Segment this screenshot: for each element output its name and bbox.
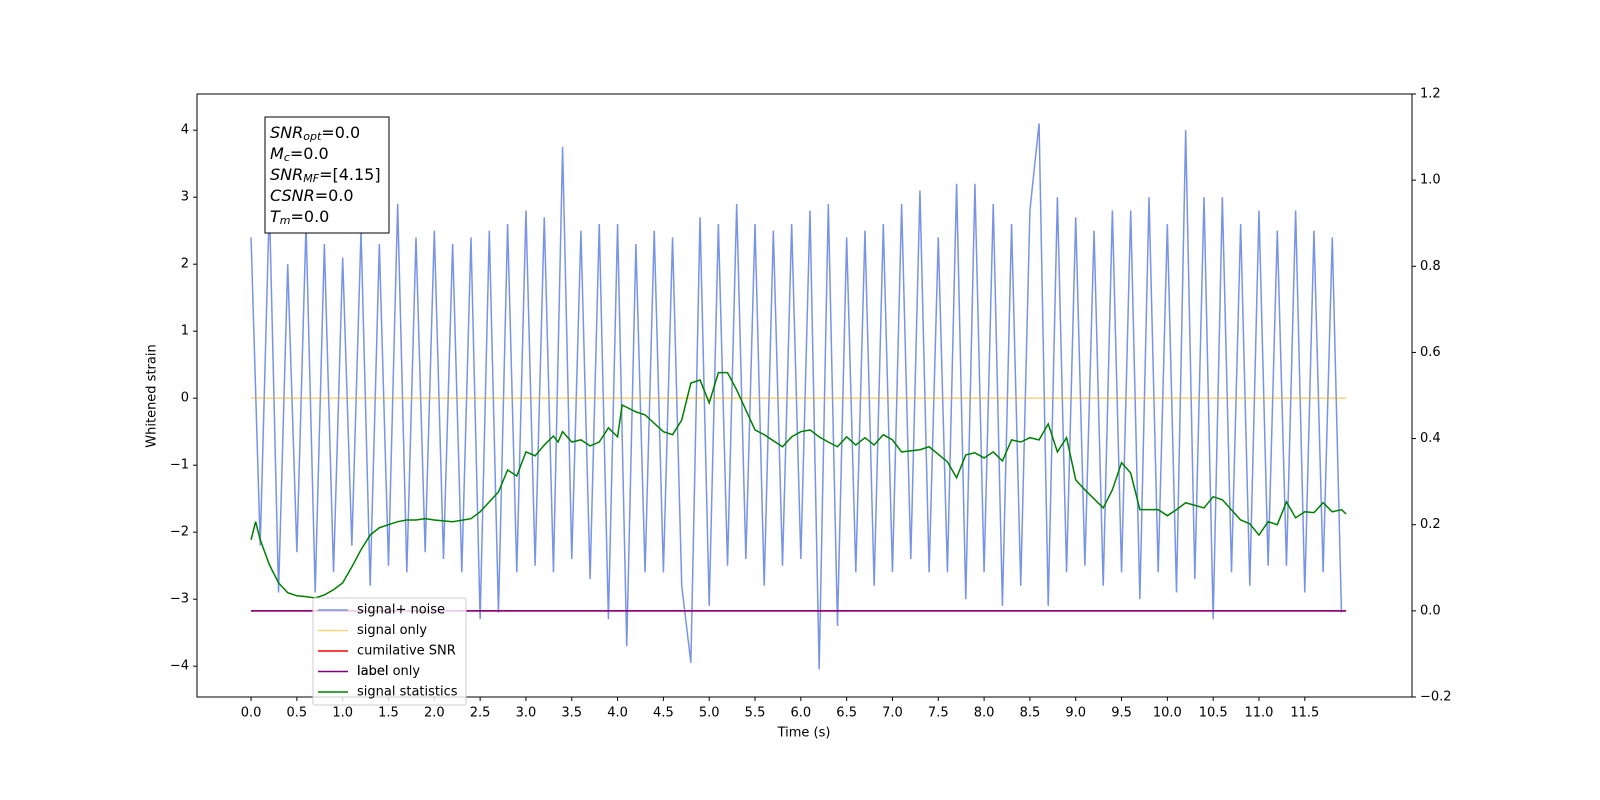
stats-value: =0.0 <box>321 123 360 142</box>
legend-ghost-text: label only <box>357 664 420 679</box>
x-tick-label: 5.5 <box>745 706 766 721</box>
x-tick-label: 2.0 <box>424 706 445 721</box>
x-tick-label: 3.0 <box>516 706 537 721</box>
stats-line: CSNR=0.0 <box>270 186 354 205</box>
stats-line: Mc=0.0 <box>270 144 329 165</box>
plot-frame <box>196 93 1413 698</box>
x-tick-label: 0.5 <box>287 706 308 721</box>
x-tick-label: 7.5 <box>928 706 949 721</box>
x-tick-label: 5.0 <box>699 706 720 721</box>
x-tick-label: 8.0 <box>974 706 995 721</box>
x-tick-label: 8.5 <box>1020 706 1041 721</box>
y-tick-label: 1 <box>181 324 189 339</box>
stats-box: SNRopt=0.0Mc=0.0SNRMF=[4.15]CSNR=0.0Tm=0… <box>264 116 390 234</box>
x-tick-label: 9.0 <box>1065 706 1086 721</box>
legend-label: label <box>357 664 388 679</box>
stats-symbol: CSNR <box>270 186 315 205</box>
x-tick-label: 1.0 <box>332 706 353 721</box>
y2-tick-label: 0.4 <box>1420 431 1441 446</box>
x-tick-label: 6.0 <box>790 706 811 721</box>
stats-box-frame <box>264 116 390 234</box>
legend-frame <box>312 597 467 706</box>
x-tick-label: 3.5 <box>561 706 582 721</box>
x-tick-label: 9.5 <box>1111 706 1132 721</box>
y2-tick-label: 0.2 <box>1420 517 1441 532</box>
x-tick-label: 2.5 <box>470 706 491 721</box>
stats-symbol: SNR <box>270 165 303 184</box>
stats-line: SNRMF=[4.15] <box>270 165 381 186</box>
legend-label: cumilative SNR <box>357 644 456 659</box>
y-tick-label: −2 <box>170 525 189 540</box>
y-axis-label: Whitened strain <box>145 344 160 447</box>
y2-tick-label: 0.0 <box>1420 603 1441 618</box>
x-tick-label: 10.5 <box>1199 706 1228 721</box>
stats-symbol: M <box>270 144 284 163</box>
x-tick-label: 1.5 <box>378 706 399 721</box>
legend-label: signal statistics <box>357 685 458 700</box>
legend: label only signal+ noise signal only cumila… <box>312 597 467 706</box>
y-tick-label: 2 <box>181 257 189 272</box>
y2-tick-label: 1.0 <box>1420 173 1441 188</box>
x-axis-label: Time (s) <box>777 726 831 741</box>
x-tick-label: 4.5 <box>653 706 674 721</box>
x-tick-label: 4.0 <box>607 706 628 721</box>
y2-tick-label: 0.8 <box>1420 259 1441 274</box>
series-line <box>250 371 1347 599</box>
stats-subscript: c <box>284 151 290 164</box>
y2-tick-label: −0.2 <box>1420 690 1452 705</box>
y-tick-label: −3 <box>170 592 189 607</box>
stats-symbol: SNR <box>270 123 303 142</box>
stats-value: =[4.15] <box>319 165 381 184</box>
x-tick-label: 0.0 <box>241 706 262 721</box>
stats-value: =0.0 <box>315 186 354 205</box>
y2-tick-label: 0.6 <box>1420 345 1441 360</box>
stats-line: SNRopt=0.0 <box>270 123 360 144</box>
legend-label: signal only <box>357 623 427 638</box>
legend-label: signal+ noise <box>357 603 445 618</box>
x-tick-label: 6.5 <box>836 706 857 721</box>
y-tick-label: −1 <box>170 458 189 473</box>
y-tick-label: 4 <box>181 123 189 138</box>
y-tick-label: 3 <box>181 190 189 205</box>
stats-symbol: T <box>270 207 281 226</box>
y2-tick-label: 1.2 <box>1420 87 1441 102</box>
y-tick-label: 0 <box>181 391 189 406</box>
stats-value: =0.0 <box>291 207 330 226</box>
stats-line: Tm=0.0 <box>270 207 329 228</box>
stats-subscript: MF <box>303 172 319 185</box>
x-tick-label: 11.0 <box>1245 706 1274 721</box>
series-line <box>250 123 1343 670</box>
stats-subscript: opt <box>303 130 322 143</box>
x-tick-label: 7.0 <box>882 706 903 721</box>
x-tick-label: 10.0 <box>1153 706 1182 721</box>
stats-value: =0.0 <box>290 144 329 163</box>
y-tick-label: −4 <box>170 659 189 674</box>
x-tick-label: 11.5 <box>1290 706 1319 721</box>
stats-subscript: m <box>280 214 291 227</box>
